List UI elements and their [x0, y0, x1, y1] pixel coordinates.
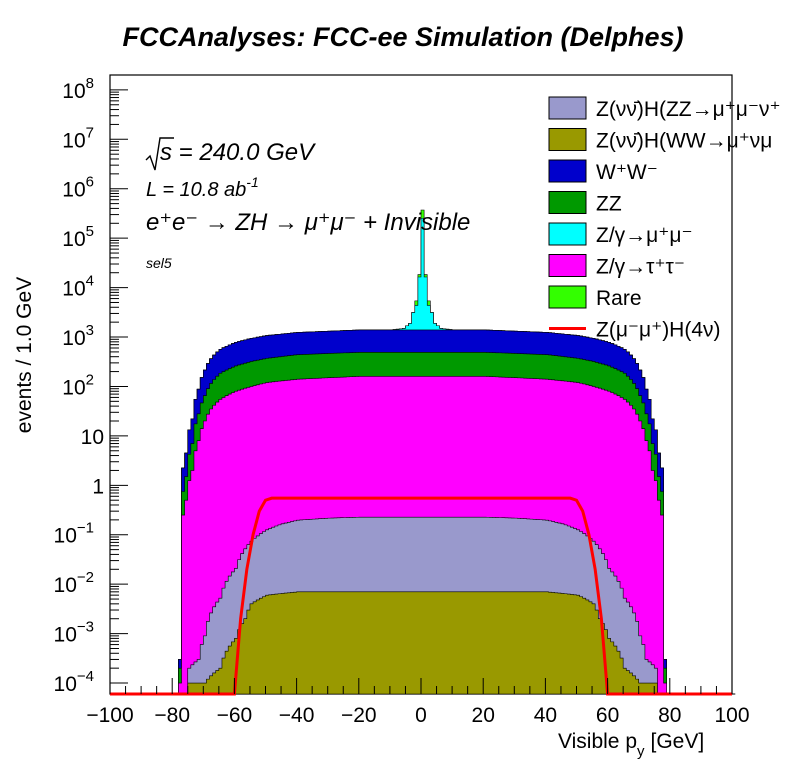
x-tick-label: 80: [658, 704, 681, 727]
legend-label: Z(μ⁻μ⁺)H(4ν): [596, 319, 721, 342]
legend-swatch: [548, 254, 587, 277]
x-tick-label: 40: [534, 704, 557, 727]
legend-label: Z(νν̄)H(ZZ→μ⁺μ⁻ν⁺: [596, 98, 781, 121]
stacked-histograms: [110, 209, 736, 695]
legend: Z(νν̄)H(ZZ→μ⁺μ⁻ν⁺ Z(νν̄)H(WW→μ⁺νμ W⁺W⁻ ZZ Z/…: [548, 96, 781, 342]
y-tick-label: 10: [81, 426, 104, 449]
y-tick-label: 106: [62, 174, 94, 202]
x-axis-ticks: −100 −80 −60 −40 −20 0 20 40 60 80 100: [86, 678, 750, 727]
sqrt-icon: [145, 137, 174, 171]
y-tick-label: 10−2: [54, 569, 94, 597]
x-axis-label-sub: y: [637, 743, 645, 760]
legend-label: Z/γ→μ⁺μ⁻: [596, 224, 693, 247]
y-tick-label: 108: [62, 75, 94, 103]
x-tick-label: −20: [341, 704, 377, 727]
x-axis-label-main: Visible p: [558, 730, 637, 753]
chart-title: FCCAnalyses: FCC-ee Simulation (Delphes): [122, 22, 683, 52]
legend-label: W⁺W⁻: [596, 161, 658, 184]
x-tick-label: −80: [154, 704, 190, 727]
annotation-sqrt-s: s = 240.0 GeV: [160, 139, 316, 166]
x-tick-label: 60: [596, 704, 619, 727]
signal-line: [110, 496, 732, 696]
y-tick-label: 107: [62, 124, 94, 152]
x-tick-label: 100: [714, 704, 749, 727]
annotation-lumi: L = 10.8 ab: [146, 179, 246, 201]
x-axis-label: Visible py [GeV]: [558, 730, 704, 760]
y-tick-label: 10−1: [54, 520, 94, 548]
annotation-selection: sel5: [146, 255, 172, 271]
legend-swatch: [548, 159, 587, 183]
x-tick-label: −60: [217, 704, 253, 727]
x-tick-label: −40: [279, 704, 315, 727]
y-tick-label: 102: [62, 371, 94, 399]
annotation-lumi-exp: -1: [246, 174, 258, 190]
legend-label: Rare: [596, 287, 642, 310]
legend-swatch: [548, 96, 587, 120]
svg-text:Visible py[GeV]: Visible py [GeV]: [558, 730, 704, 760]
y-tick-label: 10−4: [54, 668, 94, 696]
svg-text:L = 10.8 ab-1: L = 10.8 ab-1: [146, 174, 259, 201]
y-tick-label: 105: [62, 223, 94, 251]
y-tick-label: 104: [62, 273, 94, 301]
plot-area: −100 −80 −60 −40 −20 0 20 40 60 80 100 108 107 106 10…: [54, 74, 750, 727]
legend-label: Z/γ→τ⁺τ⁻: [596, 256, 685, 279]
legend-label: Z(νν̄)H(WW→μ⁺νμ: [596, 130, 772, 153]
y-tick-label: 10−3: [54, 619, 94, 647]
y-tick-label: 1: [92, 475, 104, 498]
histogram-layer-0: [110, 591, 736, 695]
legend-swatch: [548, 222, 587, 246]
annotation-process: e⁺e⁻ → ZH → μ⁺μ⁻ + Invisible: [146, 209, 470, 236]
legend-swatch: [548, 191, 587, 214]
legend-swatch: [548, 128, 587, 151]
legend-swatch: [548, 285, 587, 309]
annotations: s = 240.0 GeV L = 10.8 ab-1 e⁺e⁻ → ZH → …: [145, 137, 470, 271]
x-tick-label: −100: [86, 704, 133, 727]
legend-label: ZZ: [596, 193, 622, 216]
x-tick-label: 20: [472, 704, 495, 727]
x-axis-label-unit: [GeV]: [651, 730, 705, 753]
y-axis-label: events / 1.0 GeV: [13, 277, 36, 433]
x-tick-label: 0: [415, 704, 427, 727]
y-tick-label: 103: [62, 322, 94, 350]
